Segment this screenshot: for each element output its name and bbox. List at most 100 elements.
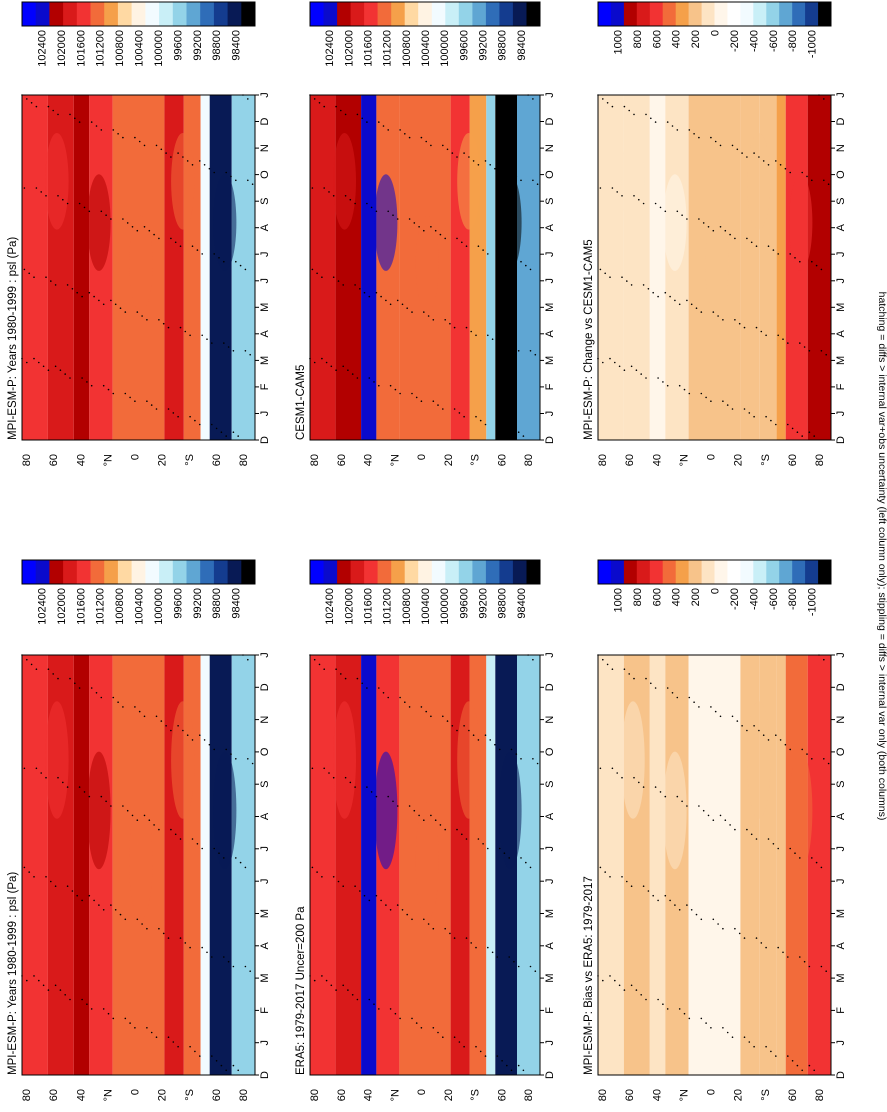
stipple-dot [621,876,623,878]
stipple-dot [664,291,667,294]
stipple-dot [465,245,468,247]
stipple-dot [95,692,98,694]
stipple-dot [510,1069,513,1072]
colorbar-tick-label: 600 [651,30,663,48]
colorbar-tick-label: 101600 [75,588,87,625]
colorbar-swatch [649,2,664,26]
stipple-dot [318,663,321,666]
colorbar-tick-label: -200 [729,588,741,610]
panels-layer: D J F M A M J J A S O N D J 80 60 40 °N 0 20 °S 60 80 MPI-ESM-P… [7,1,847,1101]
colorbar-tick-label: 99200 [192,588,204,619]
stipple-dot [487,946,489,949]
stipple-dot [465,838,468,840]
stipple-dot [411,918,413,921]
stipple-dot [373,1003,375,1005]
stipple-dot [69,677,71,680]
colorbar-tick-label: 98800 [497,588,509,619]
stipple-dot [772,843,775,845]
stipple-dot [356,113,359,116]
stipple-dot [630,885,633,887]
colorbar-swatch [310,2,324,26]
colorbar-swatch [227,560,242,584]
stipple-dot [506,431,508,434]
stipple-dot [719,814,722,817]
stipple-dot [232,350,235,352]
colorbar-swatch [159,560,174,584]
stipple-dot [765,415,767,418]
stipple-dot [714,710,717,713]
colorbar-swatch [364,2,379,26]
colorbar-tick-label: 101200 [95,588,107,625]
stipple-dot [396,805,399,807]
stipple-dot [33,876,35,878]
lat-tick-label: 60 [624,1089,636,1101]
stipple-dot [671,692,674,694]
stipple-dot [201,946,203,949]
stipple-dot [654,786,657,788]
month-tick-label: M [835,909,847,918]
colorbar-swatch [753,2,767,26]
stipple-dot [184,942,187,944]
stipple-dot [122,805,124,807]
stipple-dot [820,866,823,869]
stipple-dot [765,1045,767,1048]
stipple-dot [498,748,501,751]
stipple-dot [719,226,722,228]
stipple-dot [647,890,650,892]
stipple-dot [167,326,170,329]
stipple-dot [71,890,74,892]
stipple-dot [662,1003,664,1005]
stipple-dot [387,696,390,699]
month-tick-label: O [544,170,556,179]
stipple-dot [201,253,203,255]
stipple-dot [645,998,647,1001]
stipple-dot [213,171,215,174]
month-tick-label: D [259,1071,271,1079]
colorbar-swatch [104,2,119,26]
stipple-dot [775,734,777,736]
stipple-dot [616,772,618,774]
month-tick-label: A [544,223,556,231]
stipple-dot [496,956,499,958]
stipple-dot [354,284,356,286]
stipple-dot [712,229,715,232]
stipple-dot [83,206,86,209]
stipple-dot [155,408,158,410]
stipple-dot [803,960,806,963]
lat-tick-label: 80 [21,1089,33,1101]
lat-tick-label: 80 [597,1089,609,1101]
lat-tick-label: 60 [336,454,348,466]
stipple-dot [423,918,425,921]
stipple-dot [676,696,679,699]
stipple-dot [599,767,602,770]
stipple-dot [529,350,532,352]
stipple-dot [100,129,103,131]
stipple-dot [536,183,539,185]
colorbar-swatch [779,2,793,26]
stipple-dot [399,392,401,395]
stipple-dot [93,899,95,902]
stipple-dot [356,677,359,680]
stipple-dot [208,743,211,746]
stipple-dot [743,937,746,939]
stipple-dot [458,1041,461,1043]
stipple-dot [623,989,626,991]
contour-blob-1 [87,751,111,870]
stipple-dot [361,682,364,685]
month-tick-label: F [544,383,556,390]
stipple-dot [88,291,91,294]
stipple-dot [415,396,418,399]
stipple-dot [244,350,247,352]
stipple-dot [328,191,330,193]
stipple-dot [35,767,38,770]
colorbar-swatch [512,2,527,26]
stipple-dot [746,729,748,732]
stipple-dot [211,956,213,958]
stipple-dot [213,847,215,850]
stipple-dot [604,871,606,873]
colorbar-swatch [779,560,793,584]
stipple-dot [496,423,499,426]
contour-blob-0 [333,133,356,230]
lat-tick-label: 0 [416,454,428,460]
stipple-dot [162,932,165,935]
